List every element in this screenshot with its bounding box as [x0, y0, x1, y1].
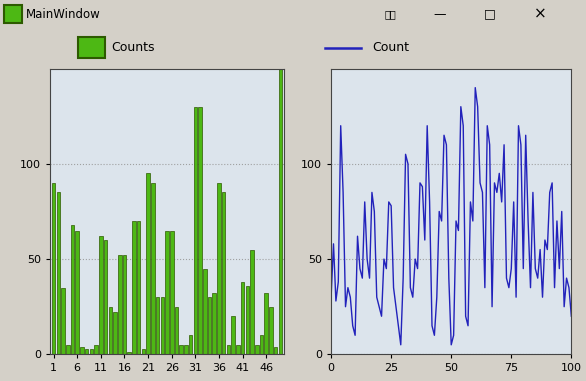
- Bar: [203, 269, 207, 354]
- Text: —: —: [434, 8, 447, 21]
- Bar: [255, 345, 258, 354]
- Bar: [146, 173, 150, 354]
- Bar: [161, 297, 164, 354]
- Bar: [227, 345, 230, 354]
- Bar: [279, 69, 282, 354]
- Bar: [85, 349, 88, 354]
- Bar: [71, 225, 74, 354]
- Bar: [222, 192, 226, 354]
- Bar: [56, 192, 60, 354]
- FancyBboxPatch shape: [4, 5, 22, 23]
- Bar: [76, 231, 79, 354]
- Bar: [170, 231, 173, 354]
- Bar: [184, 345, 188, 354]
- Bar: [118, 255, 121, 354]
- Bar: [52, 183, 55, 354]
- Bar: [236, 345, 240, 354]
- Bar: [269, 307, 272, 354]
- Bar: [260, 335, 263, 354]
- FancyBboxPatch shape: [79, 37, 105, 58]
- Bar: [137, 221, 141, 354]
- Bar: [104, 240, 107, 354]
- Bar: [250, 250, 254, 354]
- Text: MainWindow: MainWindow: [26, 8, 101, 21]
- Bar: [193, 107, 197, 354]
- Bar: [142, 349, 145, 354]
- Bar: [113, 312, 117, 354]
- Bar: [151, 183, 155, 354]
- Text: Count: Count: [372, 41, 409, 54]
- Bar: [241, 282, 244, 354]
- Bar: [189, 335, 192, 354]
- Bar: [198, 107, 202, 354]
- Bar: [274, 347, 278, 354]
- Bar: [80, 347, 84, 354]
- Bar: [90, 349, 93, 354]
- Bar: [66, 345, 70, 354]
- Text: ˹˹: ˹˹: [384, 9, 396, 19]
- Bar: [127, 352, 131, 354]
- Bar: [62, 288, 65, 354]
- Bar: [217, 183, 221, 354]
- Text: Counts: Counts: [112, 41, 155, 54]
- Bar: [99, 236, 103, 354]
- Bar: [132, 221, 136, 354]
- Bar: [246, 286, 249, 354]
- Bar: [213, 293, 216, 354]
- Text: □: □: [484, 8, 496, 21]
- Bar: [156, 297, 159, 354]
- Bar: [231, 316, 235, 354]
- Bar: [208, 297, 212, 354]
- Bar: [165, 231, 169, 354]
- Bar: [122, 255, 126, 354]
- Bar: [175, 307, 178, 354]
- Bar: [94, 345, 98, 354]
- Bar: [108, 307, 112, 354]
- Text: ×: ×: [534, 6, 546, 22]
- Bar: [264, 293, 268, 354]
- Bar: [179, 345, 183, 354]
